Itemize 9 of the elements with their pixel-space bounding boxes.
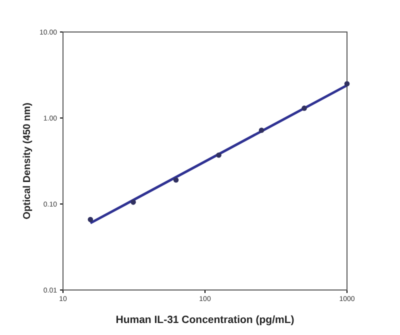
point xyxy=(302,106,307,111)
point xyxy=(216,152,222,158)
point xyxy=(258,128,264,133)
point xyxy=(88,216,94,222)
point xyxy=(173,177,179,183)
point xyxy=(344,81,350,86)
y-axis-title: Optical Density (450 nm) xyxy=(22,102,33,220)
x-axis-title: Human IL-31 Concentration (pg/mL) xyxy=(116,314,294,326)
point xyxy=(130,200,136,205)
